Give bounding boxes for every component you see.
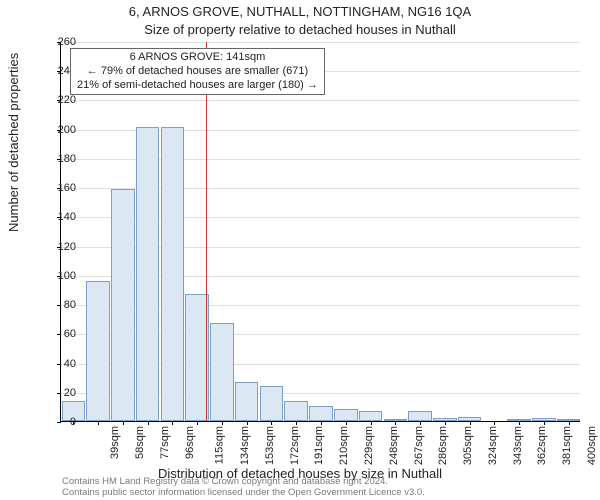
x-tick-mark (321, 421, 322, 425)
y-tick-label: 20 (46, 387, 76, 399)
y-tick-label: 60 (46, 328, 76, 340)
footer-line2: Contains public sector information licen… (62, 488, 425, 499)
y-tick-label: 80 (46, 299, 76, 311)
x-tick-mark (197, 421, 198, 425)
x-tick-label: 229sqm (363, 426, 375, 465)
y-tick-label: 260 (46, 36, 76, 48)
x-tick-label: 210sqm (338, 426, 350, 465)
x-tick-label: 343sqm (512, 426, 524, 465)
x-tick-mark (445, 421, 446, 425)
y-tick-label: 160 (46, 182, 76, 194)
y-tick-label: 40 (46, 358, 76, 370)
histogram-bar (235, 382, 259, 421)
histogram-chart: 6, ARNOS GROVE, NUTHALL, NOTTINGHAM, NG1… (0, 0, 600, 500)
x-tick-label: 96sqm (184, 426, 196, 459)
marker-line (206, 42, 207, 421)
histogram-bar (309, 406, 333, 421)
gridline (61, 42, 580, 43)
x-tick-label: 134sqm (239, 426, 251, 465)
x-tick-label: 324sqm (487, 426, 499, 465)
x-tick-mark (569, 421, 570, 425)
x-tick-label: 153sqm (264, 426, 276, 465)
x-tick-mark (346, 421, 347, 425)
y-tick-label: 0 (46, 416, 76, 428)
x-tick-mark (519, 421, 520, 425)
y-tick-label: 140 (46, 211, 76, 223)
x-tick-label: 248sqm (388, 426, 400, 465)
histogram-bar (260, 386, 284, 421)
histogram-bar (136, 127, 160, 421)
y-tick-label: 220 (46, 94, 76, 106)
x-tick-mark (222, 421, 223, 425)
x-tick-label: 286sqm (437, 426, 449, 465)
x-tick-label: 191sqm (314, 426, 326, 465)
annotation-line: 21% of semi-detached houses are larger (… (77, 79, 318, 93)
x-tick-mark (494, 421, 495, 425)
x-tick-label: 305sqm (462, 426, 474, 465)
x-tick-mark (148, 421, 149, 425)
x-tick-mark (395, 421, 396, 425)
x-tick-label: 115sqm (214, 426, 226, 464)
histogram-bar (210, 323, 234, 421)
gridline (61, 100, 580, 101)
annotation-box: 6 ARNOS GROVE: 141sqm← 79% of detached h… (70, 48, 325, 95)
chart-title-line1: 6, ARNOS GROVE, NUTHALL, NOTTINGHAM, NG1… (0, 4, 600, 19)
x-tick-label: 58sqm (134, 426, 146, 459)
x-tick-label: 381sqm (561, 426, 573, 465)
x-tick-mark (172, 421, 173, 425)
x-tick-label: 362sqm (536, 426, 548, 465)
x-tick-label: 39sqm (109, 426, 121, 459)
y-tick-label: 200 (46, 124, 76, 136)
histogram-bar (408, 411, 432, 421)
x-tick-mark (371, 421, 372, 425)
x-tick-mark (470, 421, 471, 425)
histogram-bar (334, 409, 358, 421)
footer-attribution: Contains HM Land Registry data © Crown c… (62, 477, 425, 499)
x-tick-mark (296, 421, 297, 425)
histogram-bar (86, 281, 110, 421)
x-tick-mark (98, 421, 99, 425)
x-tick-label: 172sqm (289, 426, 301, 465)
histogram-bar (284, 401, 308, 421)
x-tick-mark (271, 421, 272, 425)
annotation-line: ← 79% of detached houses are smaller (67… (77, 65, 318, 79)
histogram-bar (161, 127, 185, 421)
x-tick-mark (544, 421, 545, 425)
x-tick-mark (123, 421, 124, 425)
chart-title-line2: Size of property relative to detached ho… (0, 22, 600, 37)
y-tick-label: 180 (46, 153, 76, 165)
x-tick-mark (420, 421, 421, 425)
annotation-line: 6 ARNOS GROVE: 141sqm (77, 51, 318, 65)
histogram-bar (359, 411, 383, 421)
plot-area (60, 42, 580, 422)
x-tick-label: 267sqm (413, 426, 425, 465)
x-tick-label: 400sqm (586, 426, 598, 465)
y-axis-label: Number of detached properties (6, 53, 21, 232)
histogram-bar (111, 189, 135, 421)
x-tick-label: 77sqm (159, 426, 171, 459)
x-tick-mark (247, 421, 248, 425)
y-tick-label: 100 (46, 270, 76, 282)
y-tick-label: 120 (46, 241, 76, 253)
